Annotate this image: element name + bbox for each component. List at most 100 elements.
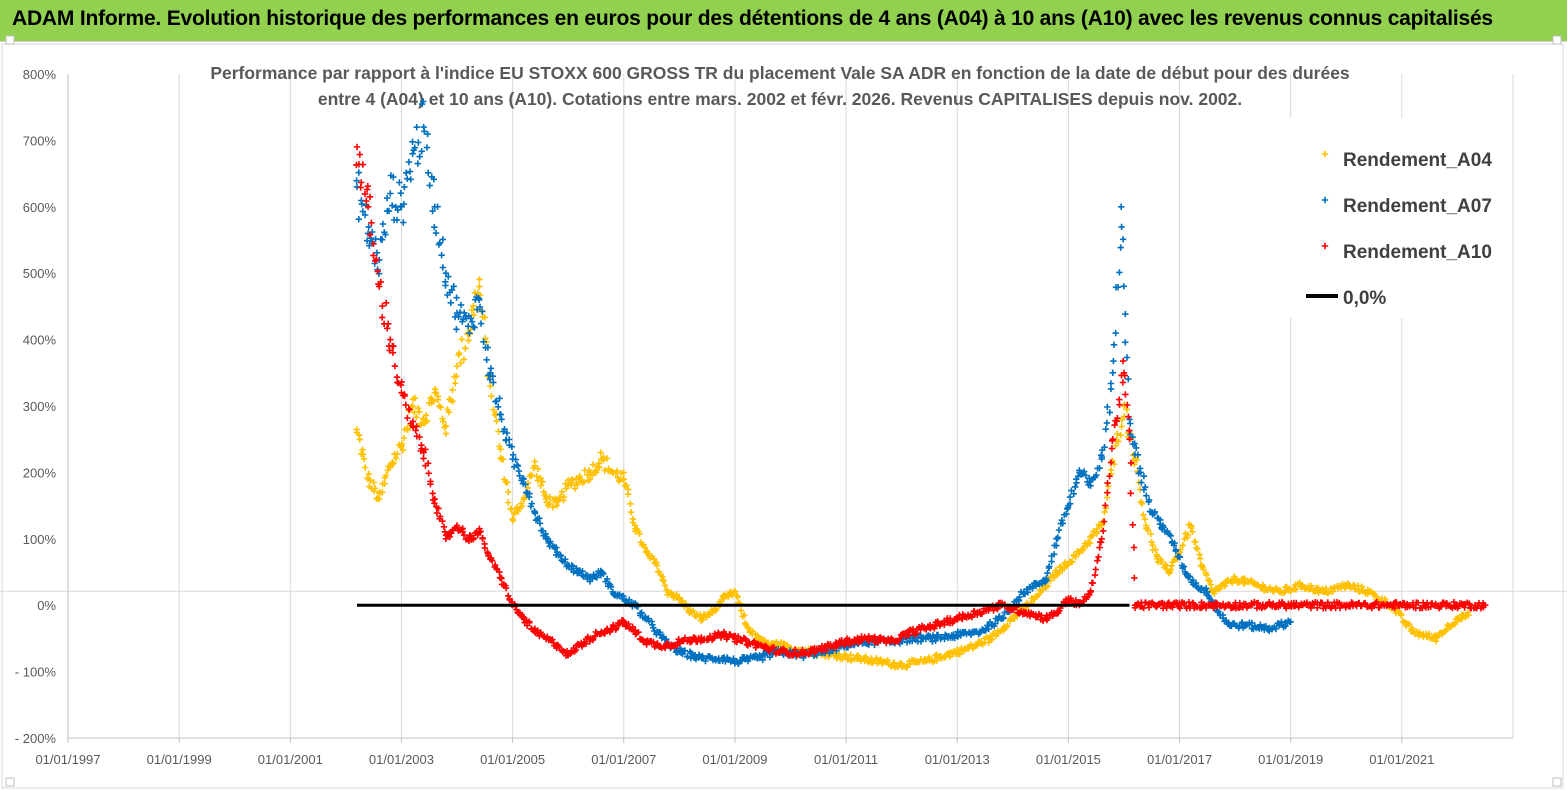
data-point-Rendement_A07 [465,323,472,330]
data-point-Rendement_A04 [1004,622,1011,629]
data-point-Rendement_A07 [1215,608,1222,615]
data-point-Rendement_A04 [505,488,512,496]
data-point-Rendement_A07 [909,635,916,642]
data-point-Rendement_A07 [553,548,561,556]
data-point-Rendement_A07 [1287,618,1294,625]
x-tick-label: 01/01/2005 [480,752,545,767]
data-point-Rendement_A07 [1046,563,1053,570]
data-point-Rendement_A10 [431,495,438,503]
x-tick-label: 01/01/2021 [1369,752,1434,767]
data-point-Rendement_A04 [1352,586,1359,593]
data-point-Rendement_A10 [899,631,906,638]
data-point-Rendement_A07 [931,635,939,642]
data-point-Rendement_A07 [516,472,523,479]
data-point-Rendement_A10 [1114,415,1121,422]
data-point-Rendement_A07 [1102,426,1109,433]
data-point-Rendement_A10 [526,619,533,626]
data-point-Rendement_A07 [698,655,705,662]
data-point-Rendement_A04 [942,651,950,659]
data-point-Rendement_A10 [379,302,386,310]
data-point-Rendement_A07 [411,144,418,151]
data-point-Rendement_A07 [917,638,925,645]
data-point-Rendement_A10 [754,641,761,649]
data-point-Rendement_A07 [483,356,490,363]
data-point-Rendement_A10 [565,651,572,659]
data-point-Rendement_A10 [1287,602,1294,609]
data-point-Rendement_A07 [558,557,565,564]
data-point-Rendement_A04 [609,469,616,476]
data-point-Rendement_A04 [504,479,511,486]
data-point-Rendement_A10 [625,620,632,628]
x-tick-label: 01/01/2009 [702,752,767,767]
data-point-Rendement_A07 [1103,419,1111,427]
data-point-Rendement_A04 [631,522,639,529]
data-point-Rendement_A07 [439,236,446,243]
data-point-Rendement_A10 [917,626,924,633]
x-tick-label: 01/01/2015 [1036,752,1101,767]
data-point-Rendement_A04 [1079,546,1086,553]
data-point-Rendement_A10 [1119,357,1127,365]
data-point-Rendement_A07 [642,615,650,622]
data-point-Rendement_A04 [440,418,447,425]
data-point-Rendement_A07 [401,183,408,191]
data-point-Rendement_A07 [420,123,427,131]
data-point-Rendement_A10 [429,490,436,497]
data-point-Rendement_A10 [359,161,366,168]
data-point-Rendement_A10 [783,648,790,655]
data-point-Rendement_A10 [1106,473,1113,480]
data-point-Rendement_A07 [1142,483,1149,491]
data-point-Rendement_A07 [405,158,413,166]
data-point-Rendement_A07 [409,150,416,157]
data-point-Rendement_A04 [1115,438,1122,445]
data-point-Rendement_A04 [1055,570,1062,577]
data-point-Rendement_A04 [586,476,593,483]
data-point-Rendement_A04 [687,608,694,615]
data-point-Rendement_A10 [364,183,371,190]
data-point-Rendement_A07 [653,628,661,635]
data-point-Rendement_A07 [1170,542,1178,549]
data-point-Rendement_A07 [361,211,369,219]
data-point-Rendement_A04 [725,593,732,600]
data-point-Rendement_A04 [1203,571,1210,579]
data-point-Rendement_A10 [385,320,392,327]
data-point-Rendement_A04 [720,595,727,602]
data-point-Rendement_A07 [486,376,494,383]
data-point-Rendement_A07 [1122,339,1129,346]
data-point-Rendement_A07 [684,653,691,661]
data-point-Rendement_A04 [1086,540,1094,547]
data-point-Rendement_A07 [1134,451,1142,458]
data-point-Rendement_A10 [874,639,882,646]
data-point-Rendement_A10 [1169,604,1176,611]
data-point-Rendement_A10 [631,628,639,635]
data-point-Rendement_A04 [430,398,437,405]
data-point-Rendement_A10 [1398,602,1405,609]
data-point-Rendement_A04 [906,661,914,668]
y-tick-label: 700% [23,133,57,148]
data-point-Rendement_A04 [453,373,460,380]
data-point-Rendement_A07 [609,588,616,596]
data-point-Rendement_A10 [368,219,375,226]
data-point-Rendement_A04 [560,493,568,501]
data-point-Rendement_A04 [553,502,561,509]
data-point-Rendement_A10 [1020,608,1028,615]
data-point-Rendement_A04 [973,642,981,649]
data-point-Rendement_A07 [1051,551,1058,558]
data-point-Rendement_A04 [776,641,783,649]
data-point-Rendement_A04 [498,455,505,463]
legend-marker-Rendement_A04 [1321,150,1329,158]
data-point-Rendement_A04 [1154,555,1161,562]
data-point-Rendement_A07 [1133,444,1140,452]
data-point-Rendement_A07 [1093,472,1100,479]
legend-label-Rendement_A07: Rendement_A07 [1343,196,1492,217]
data-point-Rendement_A10 [1154,602,1161,609]
data-point-Rendement_A10 [896,635,903,642]
data-point-Rendement_A07 [620,595,627,602]
data-point-Rendement_A10 [676,638,683,645]
data-point-Rendement_A04 [558,488,566,495]
data-point-Rendement_A04 [1143,522,1150,529]
data-point-Rendement_A04 [987,635,994,642]
data-point-Rendement_A07 [1157,516,1164,524]
data-point-Rendement_A04 [679,597,686,604]
data-point-Rendement_A07 [1137,469,1144,476]
data-point-Rendement_A10 [542,635,550,642]
